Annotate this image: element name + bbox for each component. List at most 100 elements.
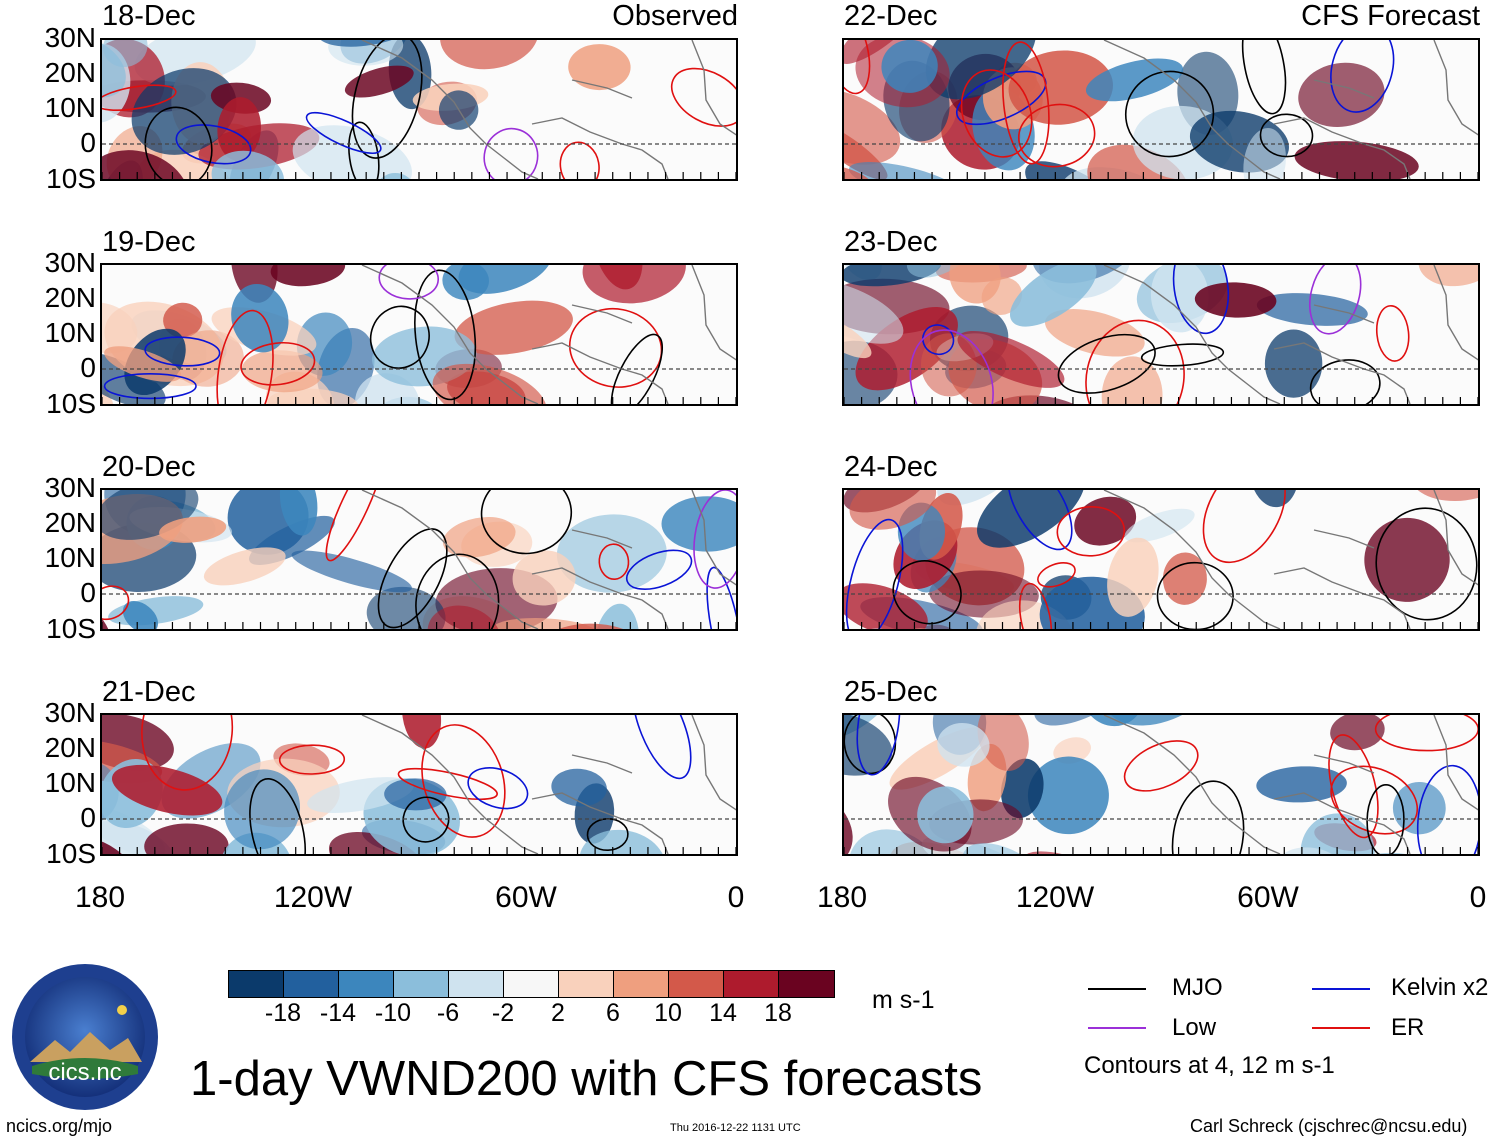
wave-contour (1374, 715, 1478, 752)
anomaly-blob (270, 265, 346, 287)
legend-er-line (1312, 1027, 1370, 1029)
wave-contour (402, 796, 450, 843)
anomaly-blob (102, 302, 138, 354)
anomaly-blob (163, 302, 203, 338)
wave-contour (1057, 333, 1156, 394)
lat-label: 10S (46, 613, 96, 644)
anomaly-blob (881, 40, 938, 93)
lat-label: 20N (44, 57, 96, 88)
colorbar-swatch (504, 971, 559, 997)
wave-contour (670, 67, 736, 127)
panel-date-left-2: 20-Dec (102, 451, 196, 483)
wave-contour (144, 106, 213, 179)
lat-label: 10N (44, 317, 96, 348)
anomaly-blob (131, 68, 237, 155)
wave-contour (1171, 780, 1245, 854)
map-panel-forecast-0 (842, 38, 1480, 181)
wave-contour (1123, 740, 1199, 792)
wave-contour (960, 69, 1033, 158)
lon-label: 60W (495, 881, 557, 914)
anomaly-blob (844, 265, 942, 287)
anomaly-blob (144, 823, 229, 854)
anomaly-blob (1264, 329, 1323, 398)
wave-contour (369, 305, 430, 369)
anomaly-blob (241, 350, 323, 393)
anomaly-blob (1150, 265, 1209, 333)
map-panel-observed-2 (100, 488, 738, 631)
wave-contour (377, 528, 448, 629)
colorbar-tick: 10 (654, 999, 682, 1027)
lat-label: 20N (44, 282, 96, 313)
wave-contour (1330, 40, 1395, 113)
legend-mjo-line (1088, 988, 1146, 990)
anomaly-blob (111, 764, 223, 816)
colorbar-swatch (559, 971, 614, 997)
anomaly-blob (1162, 552, 1207, 605)
map-panel-observed-0 (100, 38, 738, 181)
anomaly-blob (1298, 62, 1385, 127)
panel-date-left-3: 21-Dec (102, 676, 196, 708)
wave-contour (1018, 582, 1053, 629)
wave-contour (414, 269, 477, 401)
wave-contour (892, 560, 962, 625)
anomaly-blob (1364, 517, 1450, 602)
anomaly-blob (384, 778, 447, 811)
footer-url: ncics.org/mjo (6, 1116, 113, 1136)
panel-date-left-0: 18-Dec (102, 0, 196, 32)
legend-low-label: Low (1172, 1014, 1217, 1041)
colorbar-swatch (724, 971, 779, 997)
wave-contour (102, 84, 177, 111)
lat-label: 10N (44, 542, 96, 573)
map-panel-forecast-2 (842, 488, 1480, 631)
anomaly-blob (1243, 127, 1286, 179)
anomaly-blob (1009, 265, 1097, 327)
wave-contour (1002, 41, 1050, 165)
wave-contour (909, 329, 994, 404)
anomaly-blob (159, 516, 227, 543)
anomaly-blob (1256, 293, 1368, 326)
wave-contour (693, 490, 736, 589)
anomaly-blob (224, 769, 301, 850)
lat-label: 30N (44, 247, 96, 278)
colorbar-units: m s-1 (872, 986, 935, 1014)
footer-timestamp: Thu 2016-12-22 1131 UTC (670, 1122, 801, 1134)
wave-contour (240, 341, 316, 386)
anomaly-blob (231, 283, 289, 353)
lon-label: 180 (816, 881, 868, 914)
anomaly-blob (172, 330, 244, 387)
lat-label: 0 (80, 577, 96, 608)
colorbar-tick: -14 (319, 999, 357, 1027)
anomaly-blob (291, 550, 412, 593)
wave-contour (1416, 764, 1478, 854)
anomaly-blob (512, 550, 576, 606)
wave-contour (1124, 70, 1215, 158)
lat-label: 30N (44, 472, 96, 503)
anomaly-blob (579, 829, 666, 854)
lat-label: 30N (44, 22, 96, 53)
colorbar-swatch (284, 971, 339, 997)
wave-contour (141, 715, 234, 791)
colorbar (228, 970, 835, 998)
anomaly-blob (849, 490, 937, 530)
anomaly-blob (122, 601, 159, 629)
lon-label: 120W (1015, 881, 1095, 914)
lat-label: 10S (46, 838, 96, 869)
anomaly-blob (844, 583, 928, 629)
wave-contour (351, 40, 423, 159)
anomaly-blob (949, 265, 1001, 304)
panel-date-right-2: 24-Dec (844, 451, 938, 483)
anomaly-blob (307, 777, 414, 813)
lat-label: 20N (44, 507, 96, 538)
anomaly-blob (1107, 537, 1159, 617)
observed-label: Observed (612, 0, 738, 32)
colorbar-swatch (394, 971, 449, 997)
wave-contour (378, 265, 440, 300)
map-panel-forecast-1 (842, 263, 1480, 406)
panel-date-right-3: 25-Dec (844, 676, 938, 708)
legend-mjo-label: MJO (1172, 974, 1223, 1001)
anomaly-blob (844, 164, 874, 179)
colorbar-swatch (229, 971, 284, 997)
anomaly-blob (427, 605, 502, 629)
wave-contour (1140, 343, 1225, 367)
anomaly-blob (1224, 265, 1281, 270)
